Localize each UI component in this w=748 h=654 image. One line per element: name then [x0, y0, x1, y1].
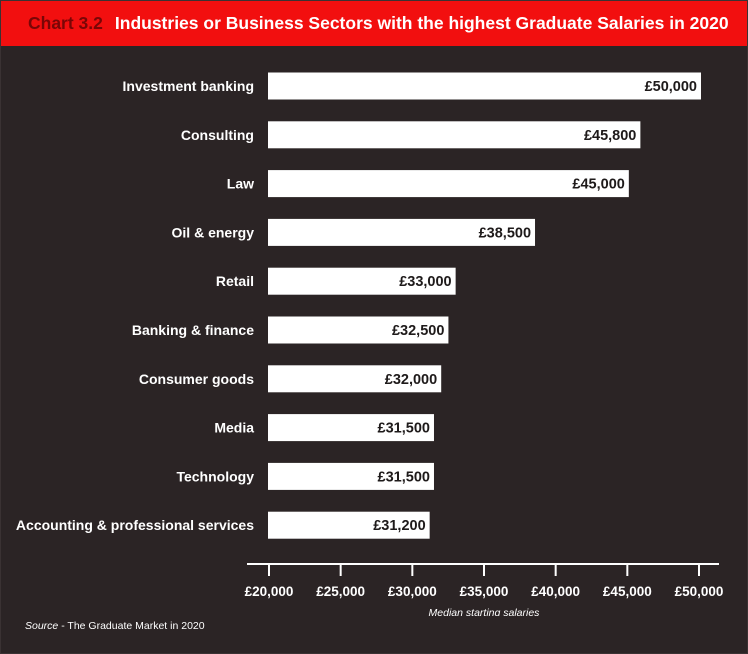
- bars: [268, 72, 701, 539]
- bar: [268, 72, 701, 100]
- category-label: Accounting & professional services: [16, 517, 254, 533]
- bar-value-label: £50,000: [645, 79, 697, 95]
- bar-value-label: £32,000: [385, 372, 437, 388]
- x-tick-label: £20,000: [245, 584, 294, 599]
- x-tick-label: £40,000: [531, 584, 580, 599]
- bar: [268, 414, 434, 442]
- x-tick-label: £25,000: [316, 584, 365, 599]
- category-label: Consumer goods: [139, 371, 254, 387]
- bar: [268, 121, 641, 149]
- category-label: Retail: [216, 273, 254, 289]
- x-tick-label: £45,000: [603, 584, 652, 599]
- x-axis: £20,000 £25,000 £30,000 £35,000 £40,000 £45,0…: [245, 563, 724, 616]
- category-label: Banking & finance: [132, 322, 254, 338]
- chart-number: Chart 3.2: [28, 13, 103, 33]
- title-bar: Chart 3.2 Industries or Business Sectors…: [1, 1, 747, 46]
- source-prefix: Source: [25, 620, 59, 632]
- x-tick-label: £50,000: [675, 584, 724, 599]
- bar: [268, 316, 449, 344]
- x-axis-ticks: [268, 564, 700, 576]
- value-labels: £50,000 £45,800 £45,000 £38,500 £33,000 £32,5…: [373, 79, 697, 534]
- bar-chart: Investment banking Consulting Law Oil & ene…: [16, 72, 724, 616]
- bar: [268, 170, 629, 198]
- bar: [268, 267, 456, 295]
- category-label: Oil & energy: [172, 224, 255, 240]
- x-axis-title: Median starting salaries: [429, 607, 541, 616]
- bar: [268, 218, 536, 246]
- category-label: Consulting: [181, 127, 254, 143]
- bar: [268, 365, 442, 393]
- bar-value-label: £45,000: [572, 177, 624, 193]
- bar: [268, 462, 434, 490]
- bar-value-label: £38,500: [479, 225, 531, 241]
- bar: [268, 511, 430, 539]
- source-note: Source - The Graduate Market in 2020: [25, 620, 205, 632]
- bar-value-label: £31,200: [373, 518, 425, 534]
- source-text: - The Graduate Market in 2020: [58, 620, 205, 632]
- x-axis-tick-labels: £20,000 £25,000 £30,000 £35,000 £40,000 £45,0…: [245, 584, 724, 599]
- bar-value-label: £31,500: [378, 469, 430, 485]
- x-tick-label: £30,000: [388, 584, 437, 599]
- category-label: Investment banking: [123, 78, 254, 94]
- bar-value-label: £31,500: [378, 421, 430, 437]
- x-tick-label: £35,000: [460, 584, 509, 599]
- category-label: Technology: [176, 468, 254, 484]
- category-label: Media: [214, 420, 254, 436]
- category-label: Law: [227, 176, 254, 192]
- bar-value-label: £45,800: [584, 128, 636, 144]
- bar-value-label: £32,500: [392, 323, 444, 339]
- chart-title: Industries or Business Sectors with the …: [114, 13, 729, 33]
- bar-value-label: £33,000: [399, 274, 451, 290]
- category-labels: Investment banking Consulting Law Oil & ene…: [16, 78, 254, 533]
